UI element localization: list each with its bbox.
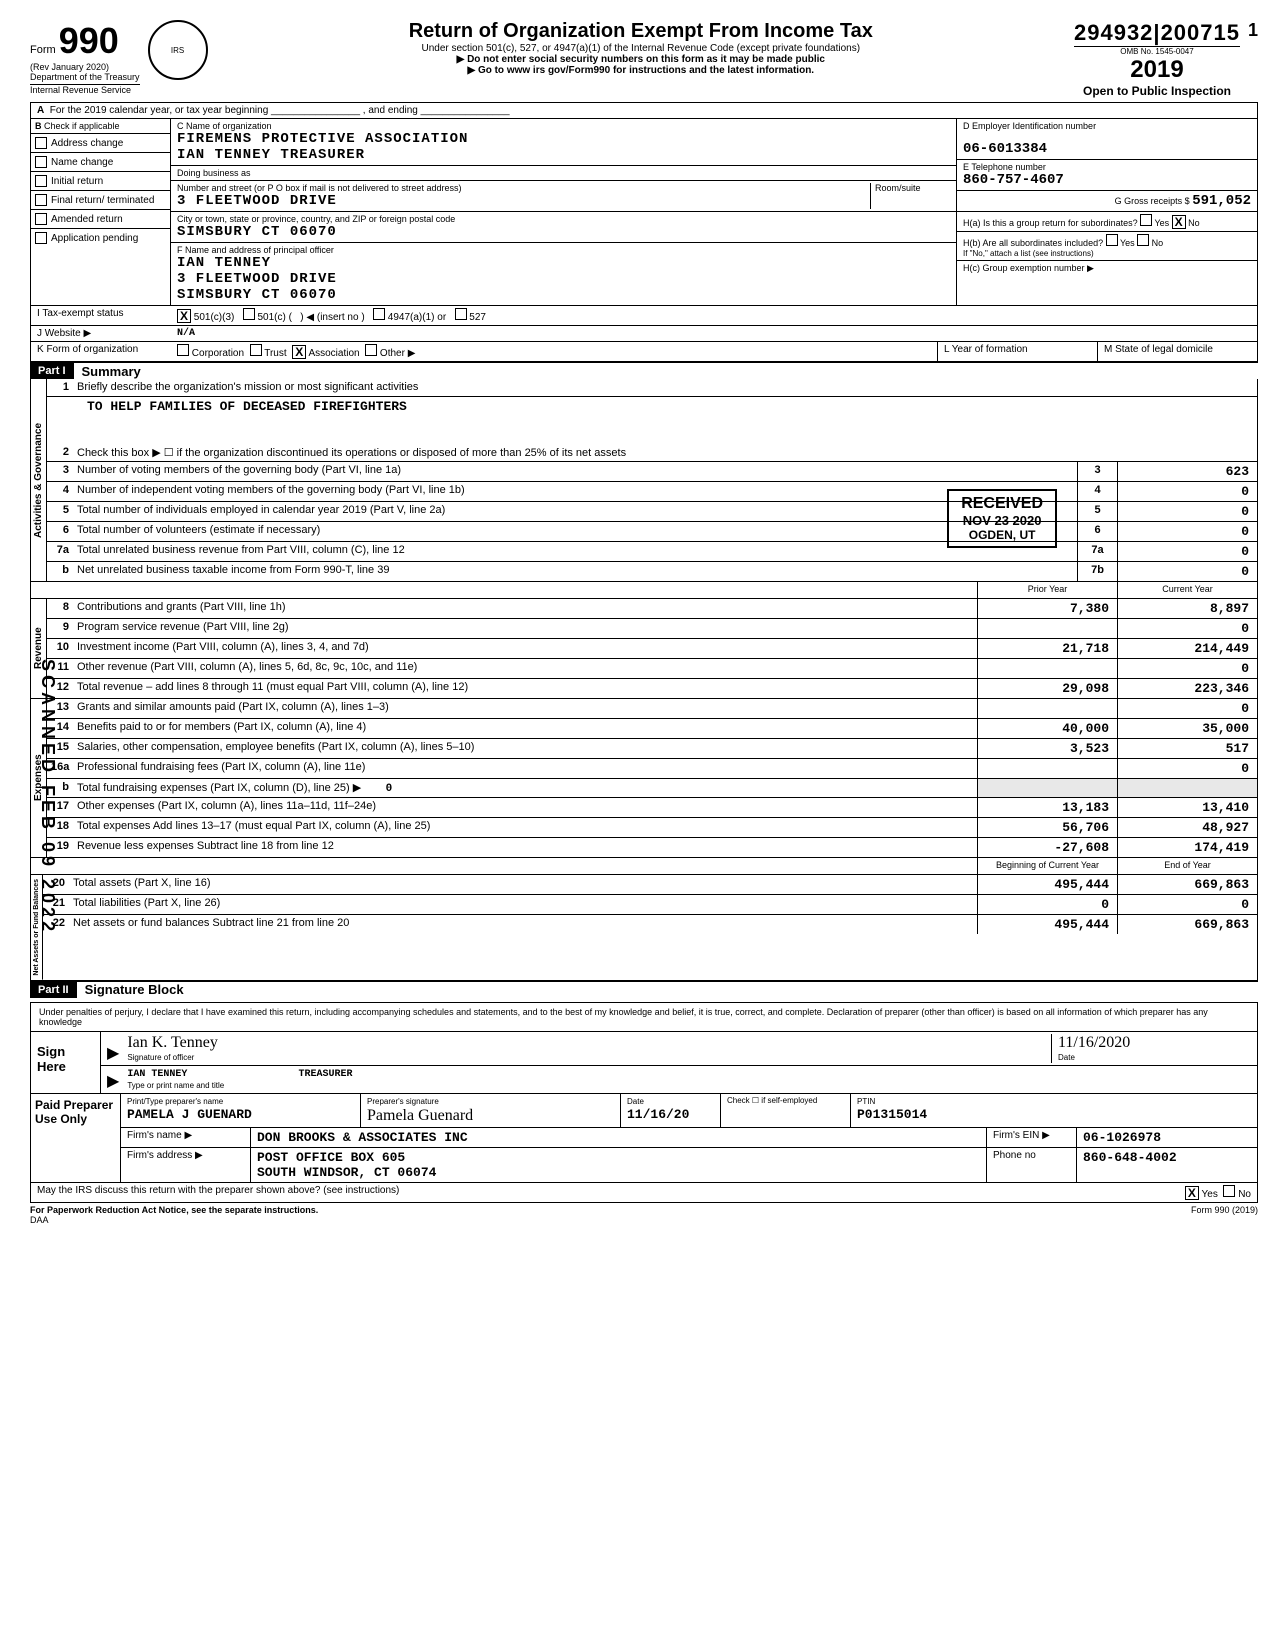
discuss-row: May the IRS discuss this return with the… xyxy=(31,1182,1257,1202)
column-d-ein-phone: D Employer Identification number06-60133… xyxy=(957,119,1257,305)
perjury-statement: Under penalties of perjury, I declare th… xyxy=(31,1003,1257,1032)
chk-final-return[interactable]: Final return/ terminated xyxy=(31,190,170,209)
form-subtitle: Under section 501(c), 527, or 4947(a)(1)… xyxy=(208,43,1074,54)
volunteers: 0 xyxy=(1117,522,1257,541)
summary-table: SCANNED FEB 09 2022 Activities & Governa… xyxy=(30,379,1258,981)
net-unrelated: 0 xyxy=(1117,562,1257,581)
website: N/A xyxy=(171,326,201,341)
paid-preparer-label: Paid Preparer Use Only xyxy=(31,1094,121,1182)
officer-name: IAN TENNEY xyxy=(177,255,271,271)
form-year-block: 294932|200715 OMB No. 1545-0047 2019 Ope… xyxy=(1074,20,1240,98)
paid-preparer-block: Paid Preparer Use Only Print/Type prepar… xyxy=(30,1094,1258,1203)
ein: 06-6013384 xyxy=(963,141,1047,157)
chk-address-change[interactable]: Address change xyxy=(31,133,170,152)
governance-section: Activities & Governance 1Briefly describ… xyxy=(31,379,1257,581)
prior-year-hdr: Prior Year xyxy=(977,582,1117,598)
sign-here-label: Sign Here xyxy=(31,1032,101,1093)
officer-printed-name: IAN TENNEY xyxy=(127,1069,187,1080)
firm-name: DON BROOKS & ASSOCIATES INC xyxy=(251,1128,987,1147)
officer-city: SIMSBURY CT 06070 xyxy=(177,287,337,303)
tax-status-row: I Tax-exempt status X 501(c)(3) 501(c) (… xyxy=(31,305,1257,325)
expenses-section: Expenses 13Grants and similar amounts pa… xyxy=(31,698,1257,857)
page-footer: For Paperwork Reduction Act Notice, see … xyxy=(30,1203,1258,1225)
firm-ein: 06-1026978 xyxy=(1077,1128,1257,1147)
omb-number: OMB No. 1545-0047 xyxy=(1074,46,1240,56)
dept-irs: Internal Revenue Service xyxy=(30,85,140,97)
ptin: P01315014 xyxy=(857,1107,927,1122)
org-address: 3 FLEETWOOD DRIVE xyxy=(177,193,337,209)
current-year-hdr: Current Year xyxy=(1117,582,1257,598)
control-stamp: 294932|200715 xyxy=(1074,20,1240,46)
officer-signature: Ian K. Tenney xyxy=(127,1034,218,1051)
form-revision: (Rev January 2020) xyxy=(30,62,140,72)
chk-amended-return[interactable]: Amended return xyxy=(31,209,170,228)
form-org-row: K Form of organization Corporation Trust… xyxy=(31,341,1257,361)
employees: 0 xyxy=(1117,502,1257,521)
firm-addr1: POST OFFICE BOX 605 xyxy=(257,1150,405,1165)
preparer-signature: Pamela Guenard xyxy=(367,1107,473,1124)
irs-seal-icon: IRS xyxy=(148,20,208,80)
preparer-date: 11/16/20 xyxy=(627,1107,689,1122)
ssn-warning: ▶ Do not enter social security numbers o… xyxy=(208,54,1074,65)
dept-treasury: Department of the Treasury xyxy=(30,72,140,85)
website-row: J Website ▶ N/A xyxy=(31,325,1257,341)
row-a-tax-year: A For the 2019 calendar year, or tax yea… xyxy=(31,103,1257,119)
column-b-checkboxes: B Check if applicable Address change Nam… xyxy=(31,119,171,305)
gross-receipts: 591,052 xyxy=(1192,193,1251,209)
firm-phone: 860-648-4002 xyxy=(1077,1148,1257,1182)
sig-date: 11/16/2020 xyxy=(1058,1034,1130,1051)
independent-members: 0 xyxy=(1117,482,1257,501)
netassets-section: Net Assets or Fund Balances 20Total asse… xyxy=(31,875,1257,980)
discuss-yes-checked: X xyxy=(1185,1186,1199,1200)
officer-address: 3 FLEETWOOD DRIVE xyxy=(177,271,337,287)
form-number: 990 xyxy=(59,20,119,61)
revenue-section: Revenue 8Contributions and grants (Part … xyxy=(31,599,1257,698)
tax-year: 2019 xyxy=(1074,56,1240,84)
firm-addr2: SOUTH WINDSOR, CT 06074 xyxy=(257,1165,436,1180)
unrelated-revenue: 0 xyxy=(1117,542,1257,561)
website-instruction: ▶ Go to www irs gov/Form990 for instruct… xyxy=(208,65,1074,76)
part2-header: Part II Signature Block xyxy=(30,981,1258,998)
chk-name-change[interactable]: Name change xyxy=(31,152,170,171)
officer-title: TREASURER xyxy=(298,1069,352,1080)
identification-box: A For the 2019 calendar year, or tax yea… xyxy=(30,102,1258,362)
received-stamp: RECEIVED NOV 23 2020 OGDEN, UT xyxy=(947,489,1057,548)
form-header: Form 990 (Rev January 2020) Department o… xyxy=(30,20,1258,98)
form-word: Form xyxy=(30,44,56,56)
chk-application-pending[interactable]: Application pending xyxy=(31,228,170,247)
part1-header: Part I Summary xyxy=(30,362,1258,379)
form-id-block: Form 990 (Rev January 2020) Department o… xyxy=(30,20,208,97)
org-name: FIREMENS PROTECTIVE ASSOCIATION xyxy=(177,131,468,147)
chk-initial-return[interactable]: Initial return xyxy=(31,171,170,190)
mission-statement: TO HELP FAMILIES OF DECEASED FIREFIGHTER… xyxy=(47,397,1257,444)
preparer-name: PAMELA J GUENARD xyxy=(127,1107,252,1122)
org-name-2: IAN TENNEY TREASURER xyxy=(177,147,365,163)
ha-no-checked: X xyxy=(1172,215,1186,229)
association-checked: X xyxy=(292,345,306,359)
form-title-block: Return of Organization Exempt From Incom… xyxy=(208,20,1074,76)
open-public: Open to Public Inspection xyxy=(1074,84,1240,98)
page-number: 1 xyxy=(1240,20,1258,41)
501c3-checked: X xyxy=(177,309,191,323)
phone: 860-757-4607 xyxy=(963,172,1064,188)
org-city: SIMSBURY CT 06070 xyxy=(177,224,337,240)
form-title: Return of Organization Exempt From Incom… xyxy=(208,20,1074,43)
voting-members: 623 xyxy=(1117,462,1257,481)
column-c-org-info: C Name of organizationFIREMENS PROTECTIV… xyxy=(171,119,957,305)
signature-block: Under penalties of perjury, I declare th… xyxy=(30,1002,1258,1094)
